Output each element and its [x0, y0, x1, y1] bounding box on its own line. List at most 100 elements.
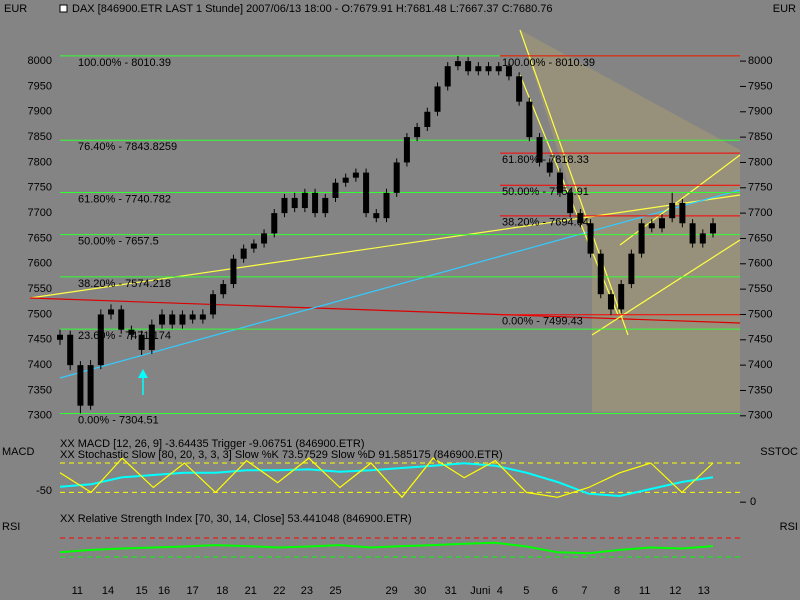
legend-entry: XX Stochastic Slow [80, 20, 3, 3, 3] Slo… [60, 449, 503, 461]
candle-body [505, 66, 512, 77]
x-tick-label: 23 [301, 585, 313, 597]
candle-body [373, 213, 380, 219]
x-tick-label: 15 [136, 585, 148, 597]
candle-body [352, 172, 359, 178]
fib-label: 61.80% - 7740.782 [78, 193, 171, 205]
y-tick-label: 7850 [28, 131, 52, 143]
candle-body [475, 66, 482, 72]
candle-body [383, 192, 390, 219]
candle-body [495, 66, 502, 72]
chart-title: DAX [846900.ETR LAST 1 Stunde] 2007/06/1… [72, 3, 552, 15]
y-tick-label: 7450 [28, 334, 52, 346]
candle-body [414, 126, 421, 138]
candle-body [291, 197, 298, 209]
indicator-line [59, 462, 714, 498]
y-axis-label: RSI [2, 521, 20, 533]
y2-tick-label: 7450 [748, 334, 772, 346]
x-tick-label: 25 [329, 585, 341, 597]
candle-body [403, 137, 410, 163]
y2-axis-label: RSI [780, 521, 798, 533]
y2-tick-label: 8000 [748, 55, 772, 67]
candle-body [189, 314, 196, 320]
indicator-line [59, 457, 714, 499]
icon [59, 4, 68, 13]
x-tick-label: Juni [470, 585, 490, 597]
x-tick-label: 13 [698, 585, 710, 597]
candle-body [638, 223, 645, 254]
candle-body [301, 192, 308, 209]
candle-body [556, 172, 563, 193]
y2-axis-label: SSTOC [760, 446, 798, 458]
y2-tick-label: 7750 [748, 182, 772, 194]
legend-entry: XX MACD [12, 26, 9] -3.64435 Trigger -9.… [60, 438, 365, 450]
indicator-line [59, 541, 714, 555]
candle-body [454, 61, 461, 67]
fib-label: 0.00% - 7499.43 [502, 316, 583, 328]
candle-body [210, 294, 217, 315]
legend-entry: XX Relative Strength Index [70, 30, 14, … [60, 513, 412, 525]
candle-body [57, 334, 63, 340]
candle-body [434, 86, 441, 112]
x-tick-label: 21 [245, 585, 257, 597]
candle-body [159, 314, 166, 325]
fib-label: 38.20% - 7574.218 [78, 278, 171, 290]
y-tick-label: 7900 [28, 106, 52, 118]
y2-tick-label: 7350 [748, 384, 772, 396]
y-tick-label: 7700 [28, 207, 52, 219]
candle-body [526, 101, 533, 138]
x-tick-label: 18 [216, 585, 228, 597]
y2-tick-label: 7950 [748, 80, 772, 92]
y-tick-label: -50 [36, 485, 52, 497]
candle-body [587, 223, 594, 254]
candle-body [281, 197, 288, 214]
x-tick-label: 29 [385, 585, 397, 597]
candle-body [342, 177, 349, 183]
candle-body [465, 61, 472, 72]
trendline [59, 189, 741, 379]
candle-body [607, 294, 614, 310]
trendline [591, 239, 741, 336]
fib-label: 50.00% - 7754.91 [502, 186, 589, 198]
y-tick-label: 7350 [28, 384, 52, 396]
candle-body [128, 329, 135, 335]
candle-body [261, 233, 268, 244]
fib-label: 38.20% - 7694.64 [502, 217, 589, 229]
candle-body [332, 182, 339, 198]
x-tick-label: 5 [523, 585, 529, 597]
candle-body [658, 218, 665, 229]
y-tick-label: 7500 [28, 308, 52, 320]
candle-body [97, 314, 104, 366]
fib-label: 100.00% - 8010.39 [502, 57, 595, 69]
candle-body [424, 111, 431, 127]
candle-body [516, 76, 523, 102]
candle-body [689, 223, 696, 244]
fib-label: 76.40% - 7843.8259 [78, 141, 177, 153]
candle-body [393, 162, 400, 193]
trendline [519, 29, 629, 336]
candle-body [220, 284, 227, 295]
candle-body [597, 253, 604, 295]
y-tick-label: 7800 [28, 156, 52, 168]
candle-body [87, 365, 94, 406]
y-tick-label: 7600 [28, 258, 52, 270]
arrow-head [138, 369, 148, 378]
candle-body [567, 192, 574, 214]
y2-tick-label: 7900 [748, 106, 772, 118]
y2-tick-label: 7850 [748, 131, 772, 143]
candle-body [250, 243, 257, 249]
y2-tick-label: 7650 [748, 232, 772, 244]
y2-tick-label: 7400 [748, 359, 772, 371]
candle-body [536, 137, 543, 163]
x-tick-label: 17 [187, 585, 199, 597]
fib-label: 0.00% - 7304.51 [78, 414, 159, 426]
fib-label: 50.00% - 7657.5 [78, 236, 159, 248]
candle-body [77, 365, 84, 406]
x-tick-label: 16 [158, 585, 170, 597]
y-axis-label: MACD [2, 446, 34, 458]
candle-body [577, 213, 584, 224]
y-tick-label: 8000 [28, 55, 52, 67]
candle-body [108, 309, 115, 315]
x-tick-label: 12 [669, 585, 681, 597]
